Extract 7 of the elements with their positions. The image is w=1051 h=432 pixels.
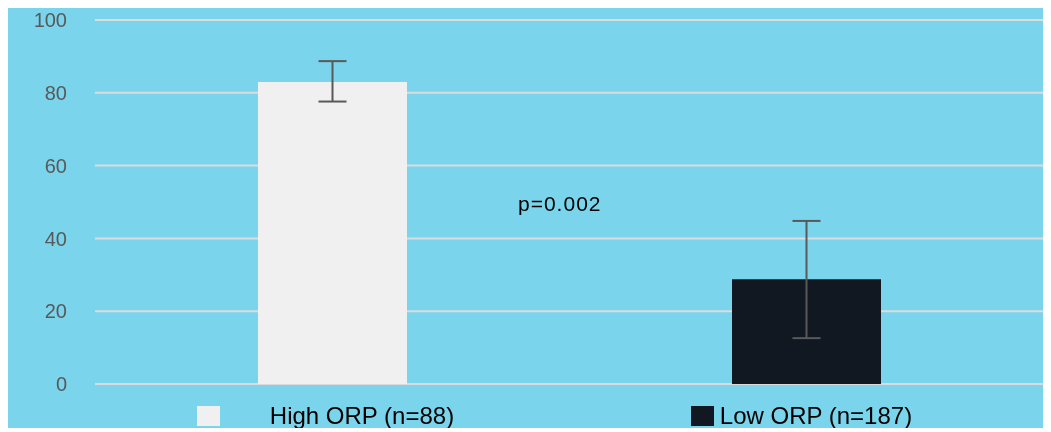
y-tick-label: 100 bbox=[33, 9, 67, 32]
y-tick-label: 60 bbox=[44, 154, 67, 177]
y-tick-label: 80 bbox=[44, 81, 67, 104]
annotation: p=0.002 bbox=[518, 192, 602, 216]
y-tick-label: 40 bbox=[44, 227, 67, 250]
y-tick-label: 20 bbox=[44, 300, 67, 323]
y-tick-label: 0 bbox=[55, 373, 67, 396]
